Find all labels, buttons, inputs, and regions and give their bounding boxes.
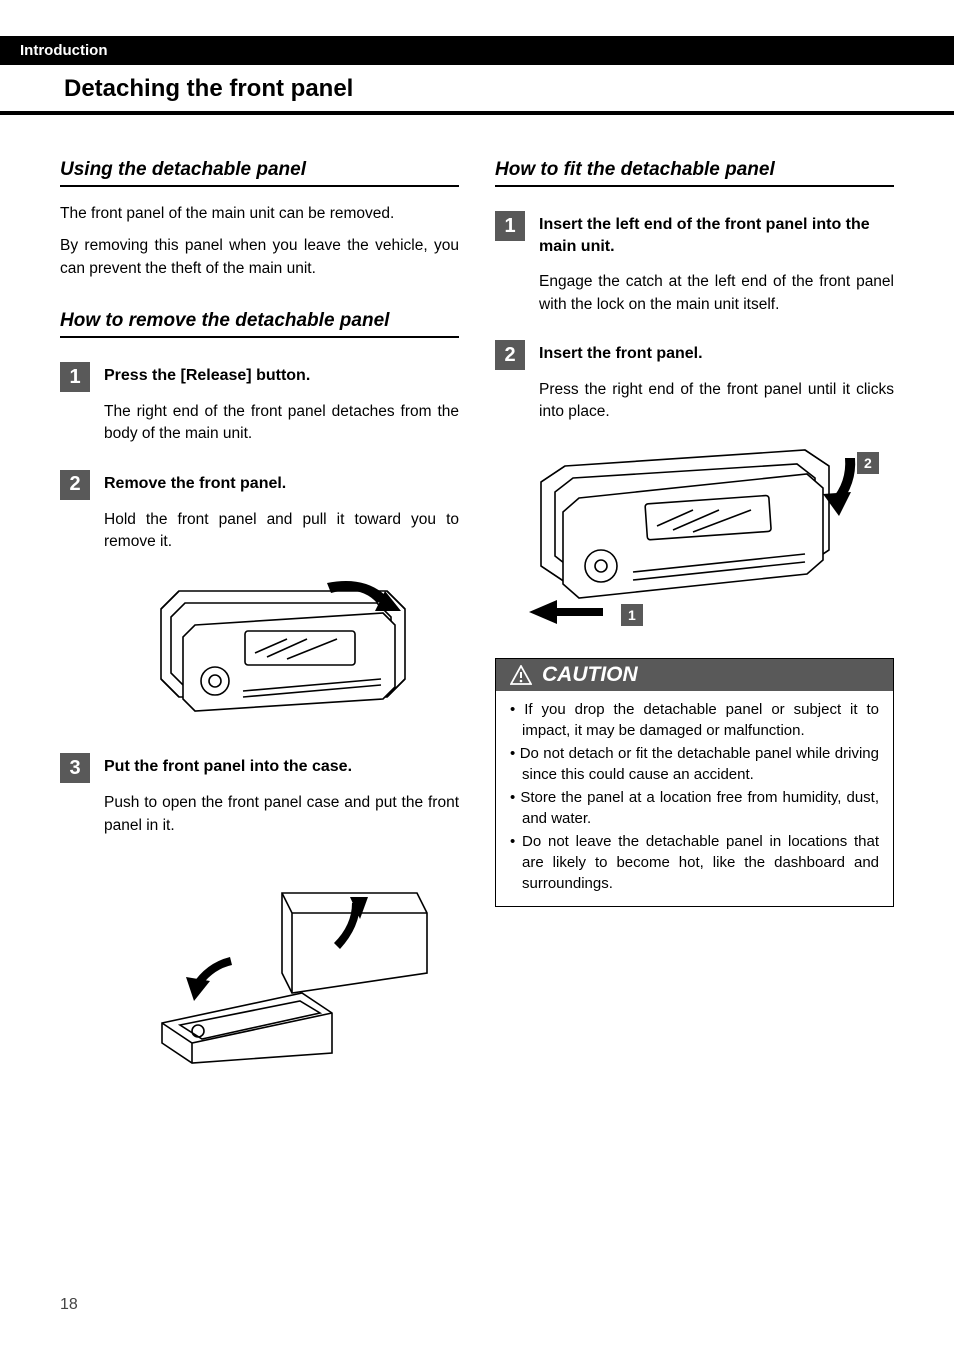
right-column: How to fit the detachable panel 1 Insert…: [495, 159, 894, 1081]
step-text: Hold the front panel and pull it toward …: [104, 509, 459, 554]
remove-step-3: 3 Put the front panel into the case. Pus…: [60, 753, 459, 837]
illustration-remove-panel: [104, 569, 459, 729]
warning-icon: [510, 665, 532, 685]
intro-p2: By removing this panel when you leave th…: [60, 235, 459, 280]
section-rule: [495, 185, 894, 187]
caution-item: If you drop the detachable panel or subj…: [510, 699, 879, 741]
illustration-fit-panel: 1 2: [495, 440, 894, 640]
section-rule: [60, 185, 459, 187]
step-number-badge: 2: [495, 340, 525, 370]
callout-1: 1: [628, 607, 636, 623]
step-title: Put the front panel into the case.: [104, 756, 459, 778]
caution-item: Do not leave the detachable panel in loc…: [510, 831, 879, 894]
caution-box: CAUTION If you drop the detachable panel…: [495, 658, 894, 907]
step-number-badge: 1: [60, 362, 90, 392]
caution-header: CAUTION: [496, 659, 893, 691]
step-text: Engage the catch at the left end of the …: [539, 271, 894, 316]
caution-item: Store the panel at a location free from …: [510, 787, 879, 829]
section-heading-fit: How to fit the detachable panel: [495, 159, 894, 185]
step-text: The right end of the front panel detache…: [104, 401, 459, 446]
page-number: 18: [60, 1296, 78, 1314]
illustration-case: [104, 853, 459, 1073]
caution-item: Do not detach or fit the detachable pane…: [510, 743, 879, 785]
remove-step-1: 1 Press the [Release] button. The right …: [60, 362, 459, 446]
left-column: Using the detachable panel The front pan…: [60, 159, 459, 1081]
title-rule: [0, 111, 954, 115]
step-number-badge: 3: [60, 753, 90, 783]
step-text: Push to open the front panel case and pu…: [104, 792, 459, 837]
step-number-badge: 2: [60, 470, 90, 500]
step-text: Press the right end of the front panel u…: [539, 379, 894, 424]
step-title: Remove the front panel.: [104, 473, 459, 495]
step-number-badge: 1: [495, 211, 525, 241]
caution-label: CAUTION: [542, 663, 638, 687]
remove-step-2: 2 Remove the front panel. Hold the front…: [60, 470, 459, 554]
step-title: Insert the left end of the front panel i…: [539, 214, 894, 257]
header-breadcrumb: Introduction: [0, 36, 954, 65]
page-title: Detaching the front panel: [60, 65, 894, 111]
section-heading-remove: How to remove the detachable panel: [60, 310, 459, 336]
callout-2: 2: [864, 455, 872, 471]
fit-step-2: 2 Insert the front panel. Press the righ…: [495, 340, 894, 424]
fit-step-1: 1 Insert the left end of the front panel…: [495, 211, 894, 316]
step-title: Insert the front panel.: [539, 343, 894, 365]
section-rule: [60, 336, 459, 338]
section-heading-using: Using the detachable panel: [60, 159, 459, 185]
intro-p1: The front panel of the main unit can be …: [60, 203, 459, 225]
step-title: Press the [Release] button.: [104, 365, 459, 387]
